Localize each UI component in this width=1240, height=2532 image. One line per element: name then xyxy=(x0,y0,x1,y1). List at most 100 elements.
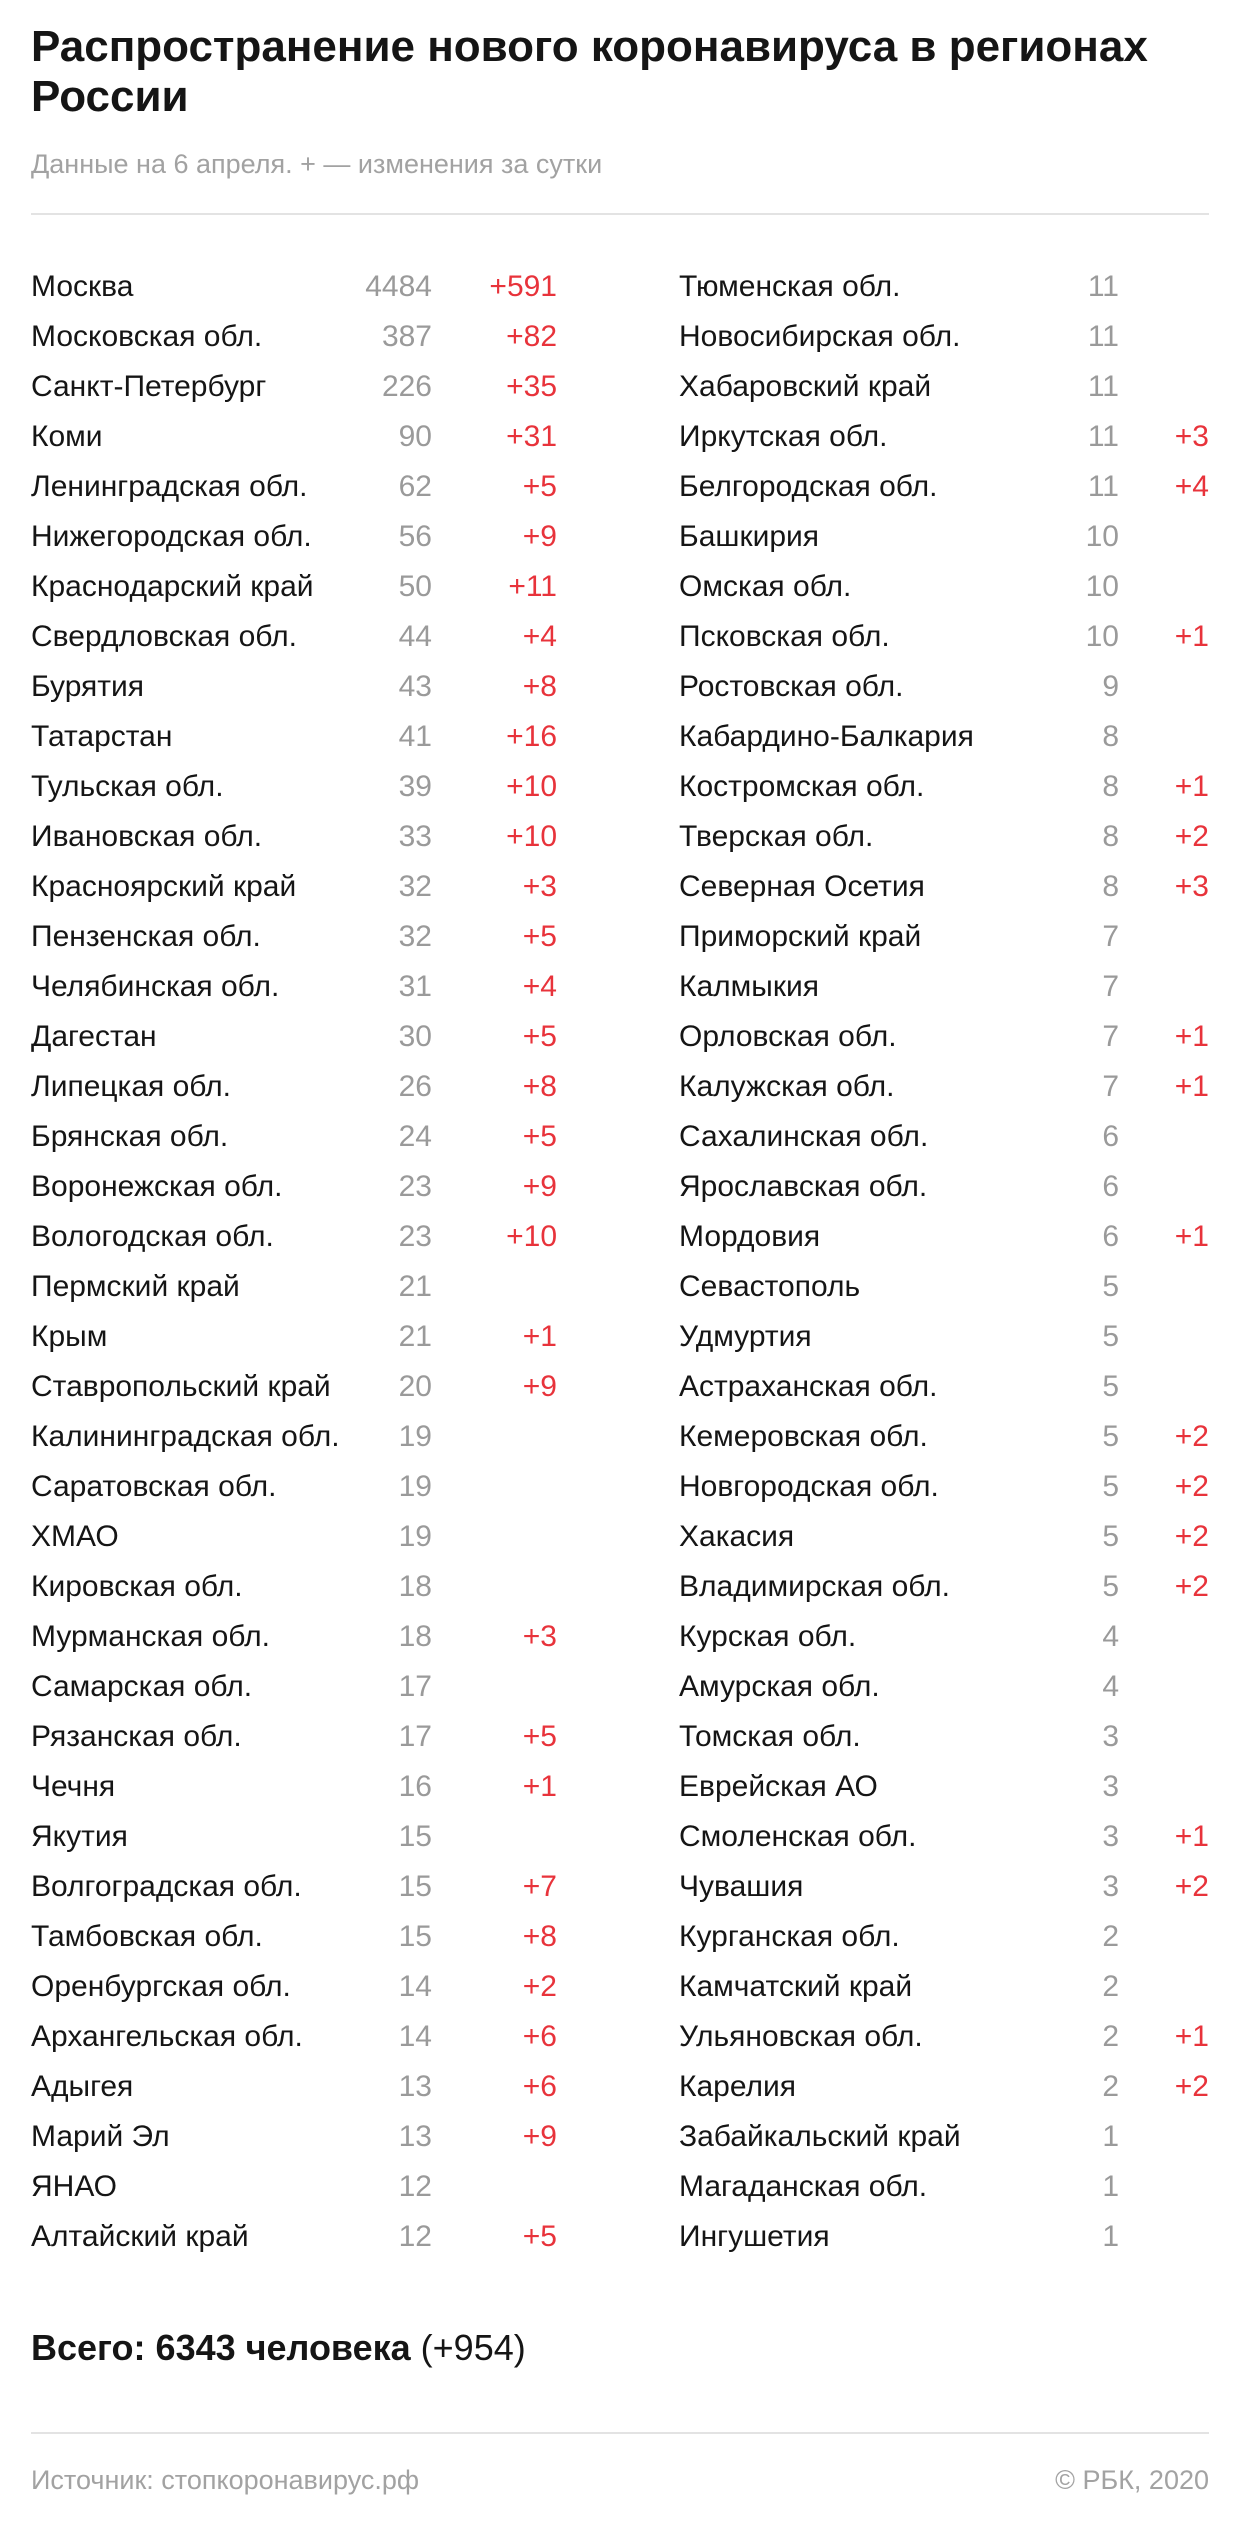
case-count: 7 xyxy=(1102,920,1119,953)
daily-change: +8 xyxy=(522,1070,557,1103)
case-count: 7 xyxy=(1102,970,1119,1003)
daily-change: +2 xyxy=(1174,1420,1209,1453)
table-row: Еврейская АО 3 xyxy=(679,1762,1209,1812)
case-count: 21 xyxy=(398,1270,432,1303)
bottom-divider xyxy=(31,2432,1209,2434)
table-row: Адыгея 13 +6 xyxy=(31,2062,557,2112)
table-row: Ставропольский край 20 +9 xyxy=(31,1362,557,1412)
daily-change: +2 xyxy=(1174,1570,1209,1603)
region-name: Курганская обл. xyxy=(679,1920,900,1953)
case-count: 16 xyxy=(398,1770,432,1803)
table-row: Крым 21 +1 xyxy=(31,1312,557,1362)
table-row: Смоленская обл. 3 +1 xyxy=(679,1812,1209,1862)
daily-change: +1 xyxy=(522,1770,557,1803)
table-row: Калининградская обл. 19 xyxy=(31,1412,557,1462)
case-count: 26 xyxy=(398,1070,432,1103)
region-name: Чувашия xyxy=(679,1870,804,1903)
table-row: Московская обл. 387 +82 xyxy=(31,312,557,362)
region-name: Калужская обл. xyxy=(679,1070,895,1103)
case-count: 2 xyxy=(1102,2070,1119,2103)
table-row: Оренбургская обл. 14 +2 xyxy=(31,1962,557,2012)
table-row: Татарстан 41 +16 xyxy=(31,712,557,762)
region-name: Саратовская обл. xyxy=(31,1470,277,1503)
case-count: 3 xyxy=(1102,1820,1119,1853)
region-name: Кемеровская обл. xyxy=(679,1420,928,1453)
table-row: Нижегородская обл. 56 +9 xyxy=(31,512,557,562)
daily-change: +4 xyxy=(522,620,557,653)
region-name: Псковская обл. xyxy=(679,620,890,653)
daily-change: +2 xyxy=(1174,820,1209,853)
region-name: Оренбургская обл. xyxy=(31,1970,291,2003)
case-count: 10 xyxy=(1085,620,1119,653)
total-label: Всего: 6343 человека xyxy=(31,2327,411,2368)
case-count: 17 xyxy=(398,1670,432,1703)
region-name: Самарская обл. xyxy=(31,1670,253,1703)
region-name: Сахалинская обл. xyxy=(679,1120,929,1153)
table-row: Марий Эл 13 +9 xyxy=(31,2112,557,2162)
table-row: Башкирия 10 xyxy=(679,512,1209,562)
region-name: Крым xyxy=(31,1320,108,1353)
table-row: Ульяновская обл. 2 +1 xyxy=(679,2012,1209,2062)
total-line: Всего: 6343 человека (+954) xyxy=(31,2323,526,2373)
case-count: 33 xyxy=(398,820,432,853)
region-name: Ивановская обл. xyxy=(31,820,263,853)
daily-change: +10 xyxy=(506,820,557,853)
daily-change: +4 xyxy=(522,970,557,1003)
table-row: Магаданская обл. 1 xyxy=(679,2162,1209,2212)
region-name: Калмыкия xyxy=(679,970,819,1003)
case-count: 13 xyxy=(398,2120,432,2153)
daily-change: +3 xyxy=(1174,420,1209,453)
region-name: Смоленская обл. xyxy=(679,1820,917,1853)
table-row: Алтайский край 12 +5 xyxy=(31,2212,557,2262)
case-count: 5 xyxy=(1102,1470,1119,1503)
regions-column-left: Москва 4484 +591 Московская обл. 387 +82 Санкт… xyxy=(31,262,557,2262)
daily-change: +1 xyxy=(1174,620,1209,653)
case-count: 10 xyxy=(1085,520,1119,553)
table-row: Курганская обл. 2 xyxy=(679,1912,1209,1962)
table-row: Сахалинская обл. 6 xyxy=(679,1112,1209,1162)
case-count: 5 xyxy=(1102,1370,1119,1403)
daily-change: +3 xyxy=(522,1620,557,1653)
table-row: Саратовская обл. 19 xyxy=(31,1462,557,1512)
daily-change: +5 xyxy=(522,920,557,953)
case-count: 31 xyxy=(398,970,432,1003)
region-name: Воронежская обл. xyxy=(31,1170,283,1203)
table-row: Ивановская обл. 33 +10 xyxy=(31,812,557,862)
case-count: 2 xyxy=(1102,1970,1119,2003)
region-name: Приморский край xyxy=(679,920,922,953)
table-row: Кабардино-Балкария 8 xyxy=(679,712,1209,762)
region-name: Мурманская обл. xyxy=(31,1620,270,1653)
region-name: Челябинская обл. xyxy=(31,970,280,1003)
daily-change: +5 xyxy=(522,1720,557,1753)
table-row: Новосибирская обл. 11 xyxy=(679,312,1209,362)
case-count: 387 xyxy=(381,320,432,353)
region-name: Москва xyxy=(31,270,134,303)
case-count: 13 xyxy=(398,2070,432,2103)
case-count: 8 xyxy=(1102,820,1119,853)
table-row: Северная Осетия 8 +3 xyxy=(679,862,1209,912)
table-row: Хабаровский край 11 xyxy=(679,362,1209,412)
table-row: Омская обл. 10 xyxy=(679,562,1209,612)
table-row: Мурманская обл. 18 +3 xyxy=(31,1612,557,1662)
case-count: 8 xyxy=(1102,770,1119,803)
case-count: 8 xyxy=(1102,870,1119,903)
case-count: 19 xyxy=(398,1470,432,1503)
region-name: Тверская обл. xyxy=(679,820,874,853)
table-row: Волгоградская обл. 15 +7 xyxy=(31,1862,557,1912)
case-count: 19 xyxy=(398,1520,432,1553)
region-name: Ульяновская обл. xyxy=(679,2020,923,2053)
daily-change: +9 xyxy=(522,1370,557,1403)
daily-change: +5 xyxy=(522,2220,557,2253)
case-count: 6 xyxy=(1102,1220,1119,1253)
table-row: Москва 4484 +591 xyxy=(31,262,557,312)
region-name: Рязанская обл. xyxy=(31,1720,242,1753)
case-count: 5 xyxy=(1102,1570,1119,1603)
copyright-note: © РБК, 2020 xyxy=(1055,2465,1209,2495)
daily-change: +2 xyxy=(1174,1870,1209,1903)
region-name: Омская обл. xyxy=(679,570,852,603)
region-name: Хабаровский край xyxy=(679,370,932,403)
table-row: Томская обл. 3 xyxy=(679,1712,1209,1762)
region-name: Тюменская обл. xyxy=(679,270,901,303)
table-row: Приморский край 7 xyxy=(679,912,1209,962)
region-name: Московская обл. xyxy=(31,320,263,353)
